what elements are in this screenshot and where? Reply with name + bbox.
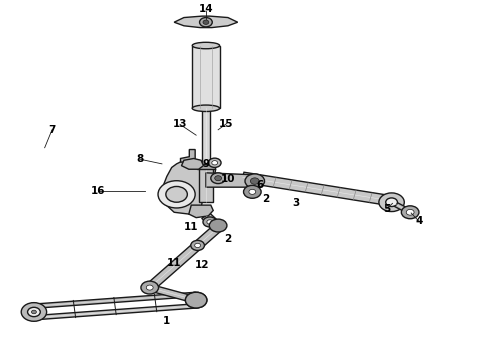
Bar <box>197 164 215 169</box>
Text: 9: 9 <box>202 159 209 169</box>
Text: 11: 11 <box>184 222 198 231</box>
Circle shape <box>141 281 159 294</box>
Bar <box>192 45 220 108</box>
Circle shape <box>195 243 200 248</box>
Text: 2: 2 <box>224 234 231 244</box>
Text: 5: 5 <box>383 204 391 214</box>
Circle shape <box>208 158 221 167</box>
Polygon shape <box>148 284 197 303</box>
Circle shape <box>203 217 217 227</box>
Circle shape <box>401 206 419 219</box>
Circle shape <box>250 178 259 184</box>
Ellipse shape <box>192 105 220 112</box>
Circle shape <box>31 310 36 314</box>
Circle shape <box>212 161 218 165</box>
Text: 11: 11 <box>167 258 181 268</box>
Polygon shape <box>146 225 222 290</box>
Circle shape <box>379 193 404 212</box>
Text: 3: 3 <box>293 198 300 208</box>
Circle shape <box>249 189 256 194</box>
Polygon shape <box>202 108 210 167</box>
Circle shape <box>191 240 204 251</box>
Polygon shape <box>241 172 388 205</box>
Text: 15: 15 <box>219 120 234 129</box>
Text: 16: 16 <box>91 186 106 196</box>
Text: 8: 8 <box>136 154 144 164</box>
Circle shape <box>209 219 227 232</box>
Circle shape <box>406 210 414 215</box>
Circle shape <box>158 181 195 208</box>
Polygon shape <box>390 201 409 212</box>
Polygon shape <box>180 149 195 164</box>
Text: 1: 1 <box>163 316 171 326</box>
Text: 10: 10 <box>221 174 236 184</box>
Circle shape <box>199 18 212 27</box>
Text: 6: 6 <box>256 180 263 190</box>
Text: 13: 13 <box>173 120 187 129</box>
Circle shape <box>185 292 207 308</box>
Circle shape <box>207 220 213 224</box>
Circle shape <box>166 186 187 202</box>
Polygon shape <box>202 213 222 230</box>
Text: 14: 14 <box>198 4 213 14</box>
Text: 7: 7 <box>49 125 56 135</box>
Circle shape <box>185 292 207 308</box>
Circle shape <box>27 307 40 317</box>
Circle shape <box>211 173 225 184</box>
Polygon shape <box>189 205 213 218</box>
Circle shape <box>215 176 221 181</box>
Polygon shape <box>174 16 238 28</box>
Polygon shape <box>206 173 255 187</box>
Circle shape <box>203 20 209 24</box>
Circle shape <box>244 185 261 198</box>
Polygon shape <box>162 160 216 214</box>
Text: 4: 4 <box>415 216 423 226</box>
Text: 2: 2 <box>262 194 269 204</box>
Circle shape <box>386 198 397 207</box>
Text: 12: 12 <box>195 260 210 270</box>
Polygon shape <box>33 292 196 309</box>
Circle shape <box>191 297 201 304</box>
Polygon shape <box>198 164 213 202</box>
Circle shape <box>21 303 47 321</box>
Polygon shape <box>34 304 197 320</box>
Circle shape <box>147 285 153 290</box>
Polygon shape <box>181 158 203 169</box>
Circle shape <box>245 174 265 188</box>
Ellipse shape <box>192 42 220 49</box>
